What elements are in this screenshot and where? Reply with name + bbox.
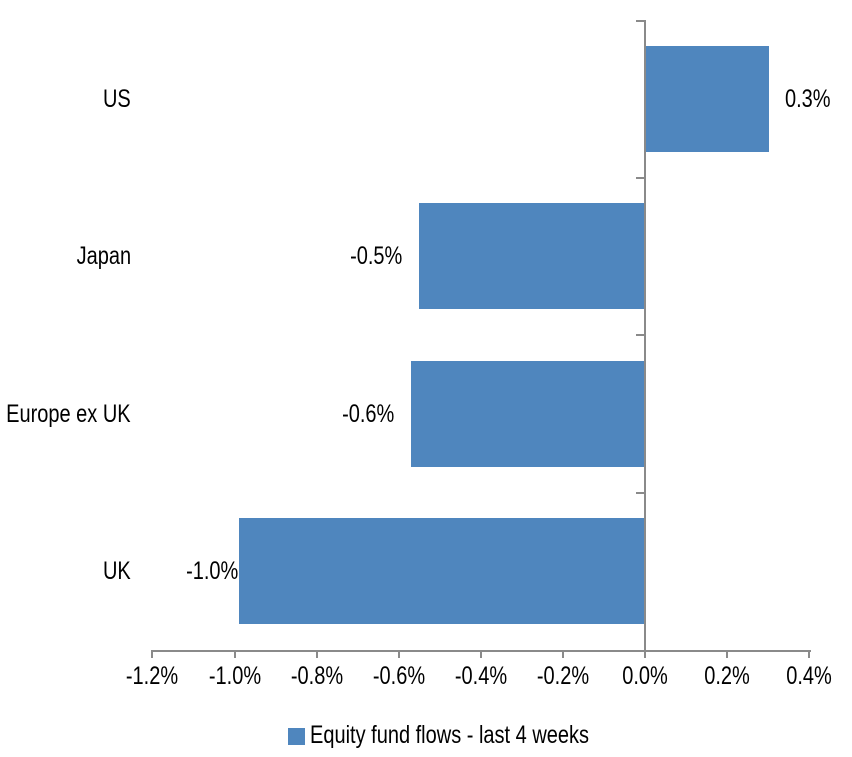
category-label: Japan	[63, 242, 132, 271]
y-axis-tick	[636, 491, 644, 494]
legend-label-text: Equity fund flows - last 4 weeks	[310, 721, 590, 749]
x-axis-tick	[397, 650, 400, 658]
x-axis-tick	[479, 650, 482, 658]
bar-uk	[238, 518, 645, 625]
value-label-text: -0.6%	[341, 399, 395, 428]
x-axis-tick	[726, 650, 729, 658]
category-label-text: Europe ex UK	[6, 399, 131, 428]
bar-europe-ex-uk	[411, 360, 645, 467]
x-axis-tick-label-text: -1.0%	[208, 662, 261, 690]
x-axis-tick	[315, 650, 318, 658]
x-axis-tick-label: -0.8%	[284, 662, 349, 690]
x-axis-tick-label: 0.2%	[699, 662, 756, 690]
x-axis-tick-label: -1.2%	[120, 662, 185, 690]
value-label: -0.5%	[337, 242, 402, 270]
category-label: Europe ex UK	[0, 400, 131, 428]
x-axis-tick	[808, 650, 811, 658]
x-axis-tick-label-text: -0.2%	[536, 662, 590, 690]
category-label: US	[96, 85, 131, 113]
legend-label: Equity fund flows - last 4 weeks	[310, 721, 659, 749]
x-axis-tick-label-text: -0.8%	[290, 662, 343, 690]
value-label-text: -1.0%	[186, 557, 239, 586]
x-axis-tick-label-text: 0.4%	[786, 662, 832, 690]
x-axis-tick-label: 0.4%	[781, 662, 838, 690]
value-label: 0.3%	[785, 85, 842, 113]
x-axis-tick-label: 0.0%	[617, 662, 674, 690]
y-axis-tick	[636, 334, 644, 336]
x-axis-tick-label: -0.4%	[448, 662, 513, 690]
x-axis-tick	[151, 650, 154, 658]
y-axis-tick	[636, 20, 644, 22]
value-label-text: -0.5%	[349, 242, 403, 271]
y-axis-tick	[636, 176, 644, 179]
x-axis-tick-label: -0.2%	[530, 662, 595, 690]
category-label-text: Japan	[76, 242, 132, 271]
x-axis-tick	[644, 650, 646, 658]
value-label: -1.0%	[173, 557, 238, 585]
bar-us	[646, 45, 770, 152]
x-axis-tick-label-text: -1.2%	[126, 662, 179, 690]
x-axis-tick-label-text: 0.0%	[622, 662, 668, 690]
x-axis-tick	[561, 650, 564, 658]
category-label-text: UK	[103, 557, 131, 586]
value-label: -0.6%	[329, 400, 394, 428]
x-axis-tick-label-text: -0.4%	[454, 662, 507, 690]
x-axis-tick-label: -0.6%	[366, 662, 431, 690]
x-axis-tick	[233, 650, 236, 658]
category-label: UK	[96, 557, 131, 585]
x-axis-tick-label-text: -0.6%	[372, 662, 425, 690]
x-axis-tick-label-text: 0.2%	[704, 662, 750, 690]
y-axis-line	[644, 20, 646, 652]
value-label-text: 0.3%	[785, 84, 831, 113]
x-axis-tick-label: -1.0%	[202, 662, 267, 690]
legend-marker-icon	[288, 728, 305, 745]
category-label-text: US	[103, 84, 131, 113]
bar-japan	[419, 203, 645, 310]
